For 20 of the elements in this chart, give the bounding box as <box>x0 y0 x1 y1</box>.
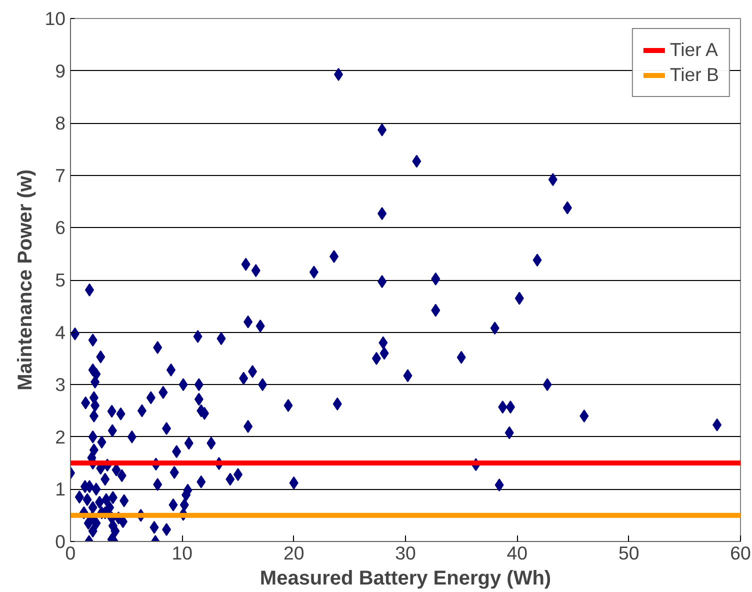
x-tick-label: 20 <box>283 542 304 564</box>
x-tick-label: 60 <box>730 542 751 564</box>
y-tick-label: 8 <box>55 112 66 134</box>
y-tick-label: 7 <box>55 164 66 186</box>
y-tick-label: 9 <box>55 60 66 82</box>
y-tick-label: 2 <box>55 426 66 448</box>
x-tick-label: 10 <box>172 542 193 564</box>
legend-label: Tier B <box>670 64 719 86</box>
y-tick-label: 3 <box>55 374 66 396</box>
y-tick-label: 5 <box>55 270 66 290</box>
x-tick-label: 30 <box>395 542 416 564</box>
x-tick-label: 40 <box>506 542 528 564</box>
y-tick-label: 6 <box>55 217 66 238</box>
legend-label: Tier A <box>670 39 718 61</box>
y-tick-label: 1 <box>55 478 66 500</box>
y-tick-label: 4 <box>55 322 66 343</box>
x-tick-label: 50 <box>618 542 640 564</box>
y-axis-title: Maintenance Power (w) <box>14 169 37 391</box>
x-axis-title: Measured Battery Energy (Wh) <box>260 568 552 590</box>
y-tick-label: 10 <box>44 8 66 29</box>
